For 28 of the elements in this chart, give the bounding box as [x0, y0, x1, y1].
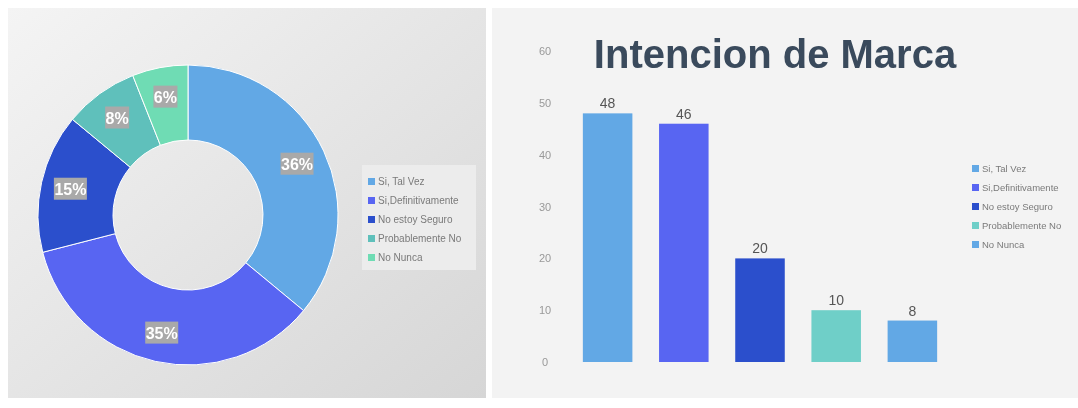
- data-label: 10: [828, 292, 845, 309]
- data-label: 8%: [105, 109, 129, 127]
- legend-label: Si,Definitivamente: [378, 195, 460, 206]
- y-tick-label: 10: [538, 304, 552, 317]
- y-tick-label: 30: [538, 200, 552, 213]
- legend-label: Probablemente No: [982, 220, 1062, 231]
- chart-title: Intencion de Marca: [593, 32, 957, 76]
- data-label: 46: [676, 105, 692, 122]
- data-label: 35%: [145, 324, 178, 342]
- legend-label: No Nunca: [378, 252, 423, 263]
- y-tick-label: 20: [538, 252, 552, 265]
- data-label: 36%: [281, 155, 314, 173]
- legend-label: No Nunca: [982, 239, 1025, 250]
- data-label: 15%: [54, 180, 87, 198]
- y-tick-label: 60: [538, 45, 552, 58]
- legend-label: No estoy Seguro: [378, 214, 453, 225]
- y-tick-label: 50: [538, 97, 552, 109]
- legend-label: Si, Tal Vez: [982, 163, 1027, 174]
- legend-label: Si,Definitivamente: [982, 182, 1059, 193]
- legend-label: No estoy Seguro: [982, 201, 1053, 212]
- legend-label: Probablemente No: [378, 233, 462, 244]
- legend-label: Si, Tal Vez: [378, 176, 425, 187]
- data-label: 6%: [153, 88, 177, 106]
- y-tick-label: 40: [538, 148, 552, 161]
- data-label: 20: [752, 240, 768, 257]
- data-label: 8: [908, 302, 917, 319]
- data-label: 48: [599, 95, 616, 112]
- y-tick-label: 0: [541, 356, 549, 368]
